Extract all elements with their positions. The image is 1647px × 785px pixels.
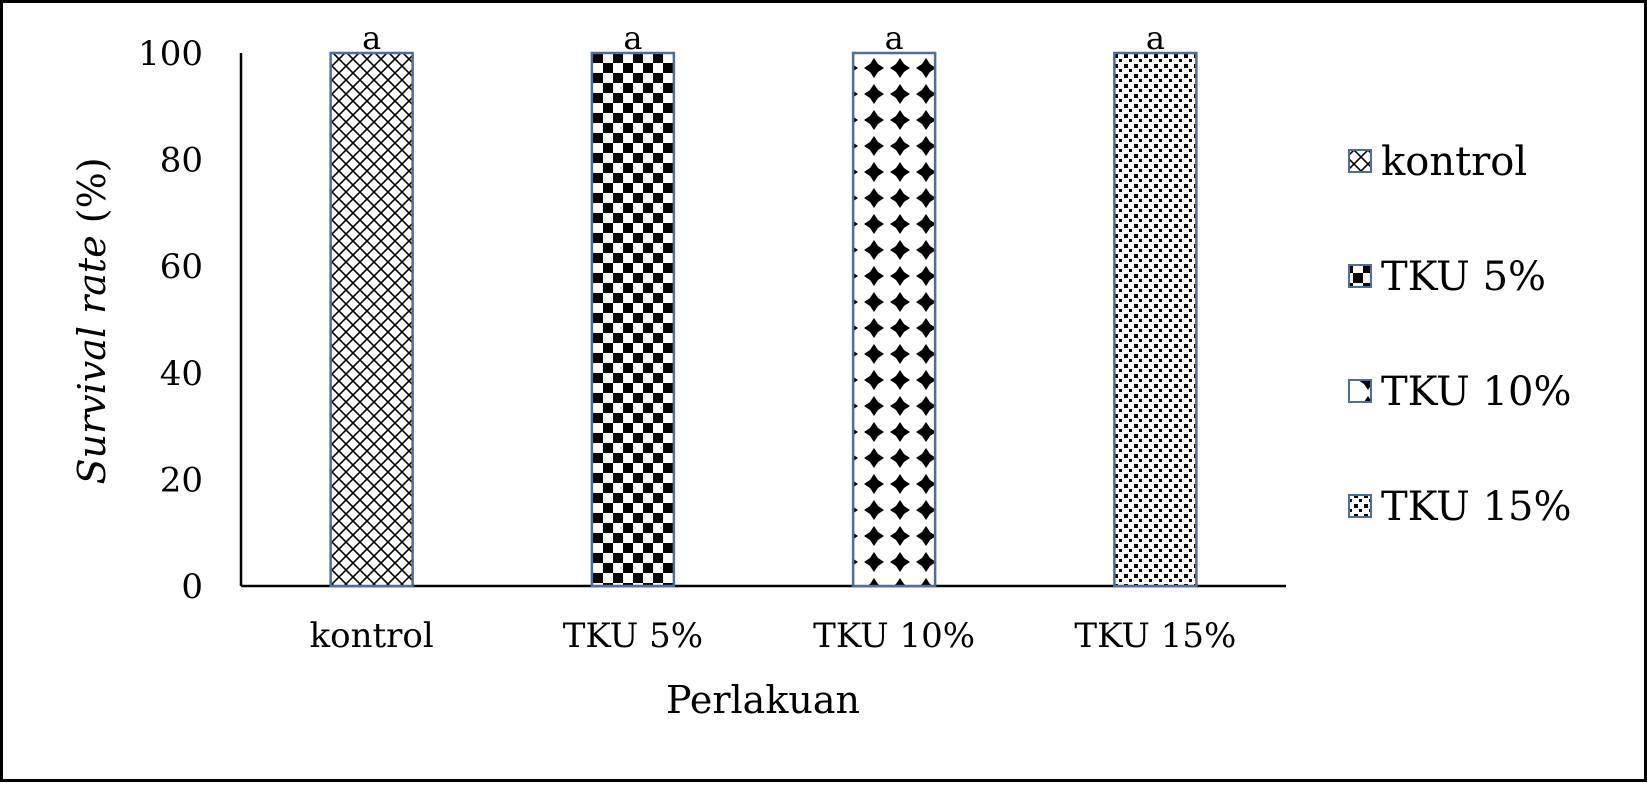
category-label: TKU 10% — [813, 616, 975, 656]
data-label: a — [362, 19, 381, 57]
y-tick-label: 80 — [160, 141, 203, 181]
legend-swatch — [1348, 149, 1372, 173]
bar — [851, 51, 937, 588]
y-tick-label: 60 — [160, 247, 203, 287]
bars — [329, 51, 1198, 588]
bar — [1113, 51, 1198, 588]
category-labels: kontrol TKU 5% TKU 10% TKU 15% — [310, 616, 1237, 656]
y-tick-label: 100 — [138, 34, 203, 74]
legend-swatch — [1348, 494, 1372, 518]
data-label: a — [885, 19, 904, 57]
legend-entry: kontrol — [1381, 139, 1527, 185]
y-axis-title: Survival rate (%) — [70, 157, 114, 484]
category-label: kontrol — [310, 616, 434, 656]
y-tick-label: 20 — [160, 460, 203, 500]
y-tick-label: 0 — [181, 567, 203, 607]
category-label: TKU 5% — [563, 616, 703, 656]
bar — [329, 51, 414, 588]
legend-swatch — [1348, 264, 1372, 288]
legend: kontrol TKU 5% TKU 10% TKU 15% — [1348, 139, 1571, 530]
legend-entry: TKU 10% — [1381, 369, 1571, 415]
legend-entry: TKU 15% — [1381, 484, 1571, 530]
legend-swatch — [1348, 379, 1372, 403]
y-tick-labels: 0 20 40 60 80 100 — [138, 34, 203, 607]
data-label: a — [623, 19, 642, 57]
y-tick-label: 40 — [160, 354, 203, 394]
data-label: a — [1146, 19, 1165, 57]
category-label: TKU 15% — [1074, 616, 1236, 656]
bar-chart: 0 20 40 60 80 100 a a a a kontrol TKU 5% TKU 10% TK… — [70, 19, 1571, 722]
x-axis-title: Perlakuan — [666, 678, 860, 722]
legend-entry: TKU 5% — [1381, 254, 1546, 300]
bar — [590, 51, 676, 588]
